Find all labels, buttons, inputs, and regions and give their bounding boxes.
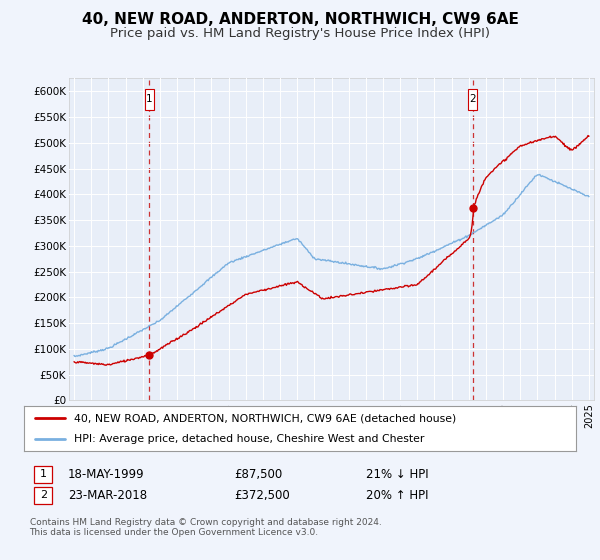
Bar (468, 89, 477, 110)
Text: 40, NEW ROAD, ANDERTON, NORTHWICH, CW9 6AE: 40, NEW ROAD, ANDERTON, NORTHWICH, CW9 6… (82, 12, 518, 27)
Text: £87,500: £87,500 (234, 468, 282, 481)
Text: 1: 1 (146, 94, 152, 104)
Text: 23-MAR-2018: 23-MAR-2018 (68, 489, 147, 502)
Text: 21% ↓ HPI: 21% ↓ HPI (366, 468, 429, 481)
Text: HPI: Average price, detached house, Cheshire West and Chester: HPI: Average price, detached house, Ches… (74, 433, 424, 444)
Point (468, 204, 478, 213)
Text: 2: 2 (469, 94, 476, 104)
Text: 1: 1 (40, 469, 47, 479)
Bar (145, 89, 154, 110)
Text: Price paid vs. HM Land Registry's House Price Index (HPI): Price paid vs. HM Land Registry's House … (110, 27, 490, 40)
Bar (34, 487, 52, 504)
Point (145, 351, 154, 360)
Text: 40, NEW ROAD, ANDERTON, NORTHWICH, CW9 6AE (detached house): 40, NEW ROAD, ANDERTON, NORTHWICH, CW9 6… (74, 413, 456, 423)
Text: 18-MAY-1999: 18-MAY-1999 (68, 468, 145, 481)
Text: 2: 2 (40, 490, 47, 500)
Bar (34, 466, 52, 483)
Text: Contains HM Land Registry data © Crown copyright and database right 2024.
This d: Contains HM Land Registry data © Crown c… (29, 517, 381, 537)
Text: 20% ↑ HPI: 20% ↑ HPI (366, 489, 429, 502)
Text: £372,500: £372,500 (234, 489, 290, 502)
